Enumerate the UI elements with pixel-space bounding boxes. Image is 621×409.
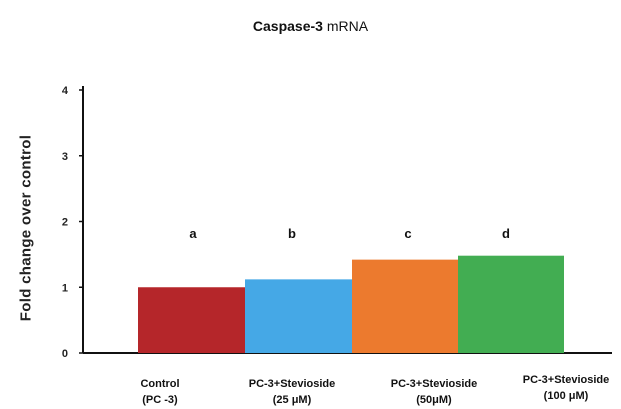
significance-label: c [404, 226, 411, 241]
chart-title-rest: mRNA [322, 18, 369, 34]
chart-title: Caspase-3 mRNA [0, 18, 621, 34]
x-category-label: (PC -3) [142, 394, 178, 406]
bar-4 [458, 255, 564, 353]
x-category-label: (25 μM) [273, 394, 312, 406]
y-tick-label: 4 [62, 85, 69, 97]
x-category-label: PC-3+Stevioside [523, 374, 610, 386]
chart-title-bold: Caspase-3 [252, 18, 323, 34]
bar-3 [352, 259, 458, 353]
y-tick-label: 1 [62, 282, 68, 294]
significance-label: a [189, 226, 197, 241]
bar-2 [245, 279, 352, 353]
y-tick-label: 2 [62, 217, 68, 229]
x-category-label: PC-3+Stevioside [249, 378, 336, 390]
x-category-label: (100 μM) [544, 390, 589, 402]
x-category-label: (50μM) [416, 394, 452, 406]
y-tick-label: 3 [62, 151, 68, 163]
x-category-label: PC-3+Stevioside [391, 378, 478, 390]
bar-1 [138, 287, 245, 353]
y-tick-label: 0 [62, 348, 68, 360]
significance-label: d [502, 226, 510, 241]
x-category-label: Control [140, 378, 179, 390]
significance-label: b [288, 226, 296, 241]
